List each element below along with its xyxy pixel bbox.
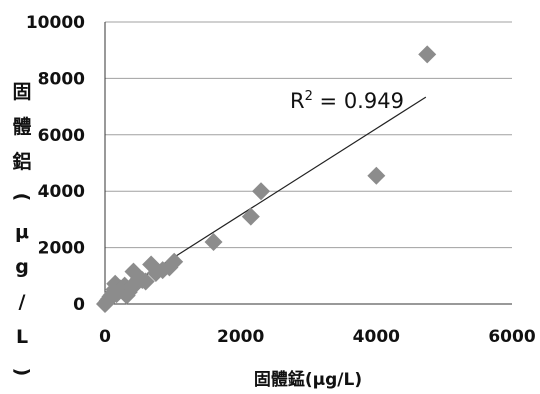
data-point — [204, 232, 223, 251]
data-points — [96, 45, 437, 313]
x-axis-title: 固體錳(μg/L) — [254, 369, 362, 390]
y-axis-title-char: ) — [11, 368, 33, 377]
y-axis-title-char: 固 — [12, 81, 31, 103]
data-point — [252, 182, 271, 201]
x-tick-labels: 0 2000 4000 6000 — [99, 327, 536, 347]
y-axis-title-char: 鋁 — [12, 150, 31, 173]
data-point — [165, 252, 184, 271]
y-tick-labels: 0 2000 4000 6000 8000 10000 — [26, 13, 85, 315]
y-axis-title-char: μ — [15, 221, 29, 243]
r-squared-label: R2 = 0.949 — [290, 89, 404, 113]
y-axis-title-char: g — [15, 256, 29, 278]
y-axis-title-char: / — [19, 291, 26, 313]
data-point — [241, 207, 260, 226]
data-point — [136, 272, 155, 291]
grid-lines — [105, 21, 512, 249]
x-tick-label: 6000 — [488, 327, 535, 347]
data-point — [367, 166, 386, 185]
data-point — [418, 45, 437, 64]
y-axis-title-char: L — [16, 326, 28, 348]
y-tick-label: 6000 — [38, 126, 85, 146]
y-tick-label: 8000 — [38, 69, 85, 89]
x-tick-label: 4000 — [353, 327, 400, 347]
y-axis-title: 固體鋁 ( μg / L) — [11, 81, 33, 376]
x-tick-label: 2000 — [217, 327, 264, 347]
y-axis-title-char: 體 — [12, 116, 31, 138]
y-tick-label: 2000 — [38, 239, 85, 259]
y-tick-label: 4000 — [38, 182, 85, 202]
y-tick-label: 10000 — [26, 13, 85, 33]
y-axis-title-char: ( — [11, 193, 33, 202]
y-tick-label: 0 — [73, 295, 85, 315]
x-tick-label: 0 — [99, 327, 111, 347]
